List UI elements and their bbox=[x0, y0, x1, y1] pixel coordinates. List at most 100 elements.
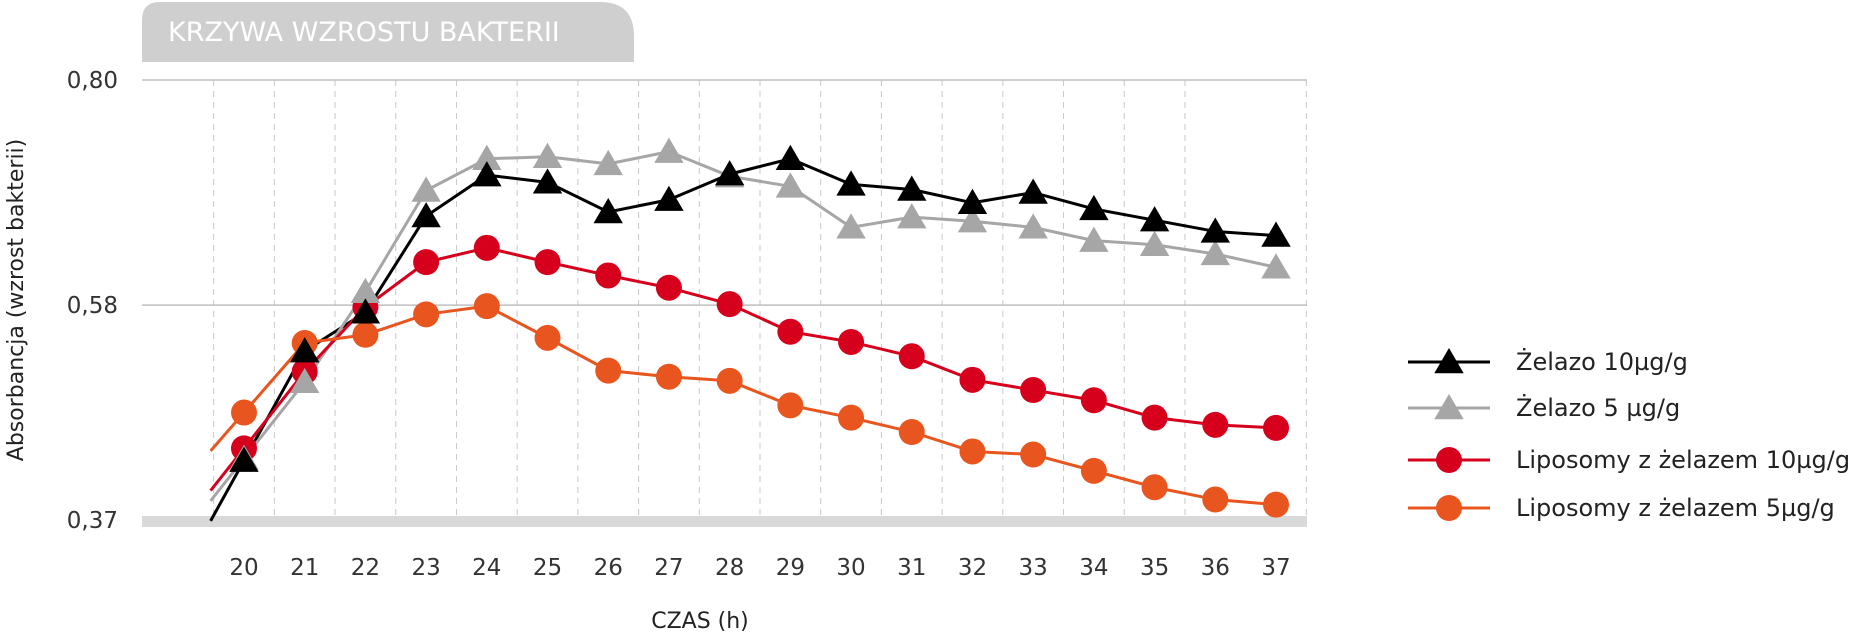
data-point-circle bbox=[595, 357, 622, 384]
data-point-triangle bbox=[1079, 226, 1109, 252]
data-point-circle bbox=[838, 404, 865, 431]
x-tick-label: 25 bbox=[533, 555, 562, 581]
x-axis-band bbox=[142, 516, 1307, 527]
data-point-triangle bbox=[472, 144, 502, 170]
data-point-circle bbox=[898, 419, 925, 445]
x-tick-label: 37 bbox=[1261, 555, 1290, 581]
legend-marker-circle bbox=[1436, 495, 1462, 521]
title-banner bbox=[142, 2, 634, 62]
data-point-circle bbox=[473, 234, 500, 261]
data-point-circle bbox=[1202, 486, 1229, 513]
data-point-triangle bbox=[654, 185, 684, 211]
data-point-circle bbox=[655, 274, 682, 301]
data-point-circle bbox=[898, 343, 925, 370]
series-group bbox=[209, 137, 1291, 522]
data-point-triangle bbox=[897, 203, 927, 229]
legend-marker-triangle bbox=[1434, 348, 1464, 374]
data-point-circle bbox=[716, 367, 743, 394]
x-tick-label: 30 bbox=[836, 555, 865, 581]
data-point-triangle bbox=[714, 160, 745, 186]
data-point-triangle bbox=[350, 277, 381, 304]
x-tick-label: 33 bbox=[1019, 555, 1048, 581]
data-point-circle bbox=[413, 249, 440, 276]
data-point-triangle bbox=[472, 161, 502, 187]
data-point-circle bbox=[1080, 387, 1107, 414]
legend-label: Żelazo 5 µg/g bbox=[1516, 393, 1680, 422]
data-point-circle bbox=[1202, 411, 1229, 438]
data-point-circle bbox=[959, 366, 986, 393]
data-point-circle bbox=[352, 321, 379, 348]
data-point-circle bbox=[595, 262, 622, 289]
data-point-triangle bbox=[1261, 253, 1291, 279]
data-point-triangle bbox=[350, 298, 381, 324]
data-point-circle bbox=[1141, 404, 1168, 431]
data-point-triangle bbox=[775, 144, 806, 170]
plot-background bbox=[142, 516, 1307, 527]
data-point-triangle bbox=[593, 198, 623, 224]
data-point-triangle bbox=[593, 149, 623, 176]
data-point-circle bbox=[959, 438, 986, 465]
y-tick-label: 0,80 bbox=[67, 68, 118, 94]
data-point-triangle bbox=[229, 446, 259, 472]
data-point-circle bbox=[231, 399, 257, 426]
data-point-circle bbox=[716, 291, 743, 318]
x-tick-label: 36 bbox=[1201, 555, 1230, 581]
legend-label: Liposomy z żelazem 5µg/g bbox=[1516, 494, 1835, 522]
x-tick-label: 28 bbox=[715, 555, 744, 581]
data-point-triangle bbox=[532, 168, 563, 194]
data-point-triangle bbox=[1139, 230, 1170, 256]
x-tick-label: 26 bbox=[594, 555, 623, 581]
legend-marker-circle bbox=[1436, 447, 1462, 473]
data-point-circle bbox=[473, 293, 500, 320]
data-point-circle bbox=[413, 301, 440, 328]
data-point-triangle bbox=[775, 172, 806, 198]
data-point-triangle bbox=[897, 175, 927, 201]
data-point-triangle bbox=[836, 213, 866, 239]
x-tick-label: 31 bbox=[897, 555, 926, 581]
x-tick-label: 29 bbox=[776, 555, 805, 581]
x-tick-label: 34 bbox=[1079, 555, 1108, 581]
data-point-circle bbox=[534, 324, 561, 351]
axis-text-group: 0,37 0,58 0,80 20 21 22 23 24 25 26 27 28 29 30 31 32 33… bbox=[67, 68, 1291, 581]
data-point-circle bbox=[655, 363, 682, 390]
data-point-circle bbox=[1080, 457, 1107, 484]
data-point-circle bbox=[1263, 414, 1289, 441]
data-point-triangle bbox=[1200, 239, 1230, 266]
x-tick-label: 27 bbox=[654, 555, 683, 581]
data-point-circle bbox=[1141, 474, 1168, 501]
data-point-triangle bbox=[1139, 206, 1170, 232]
data-point-circle bbox=[1020, 377, 1047, 404]
data-point-circle bbox=[777, 318, 804, 345]
data-point-triangle bbox=[411, 176, 441, 202]
data-point-triangle bbox=[1018, 178, 1048, 204]
data-point-triangle bbox=[957, 207, 988, 233]
x-tick-label: 35 bbox=[1140, 555, 1169, 581]
data-point-triangle bbox=[1261, 221, 1291, 247]
legend-marker-triangle bbox=[1434, 394, 1464, 420]
data-point-triangle bbox=[957, 188, 988, 214]
x-tick-label: 24 bbox=[472, 555, 501, 581]
data-point-circle bbox=[1020, 441, 1047, 468]
data-point-triangle bbox=[1079, 194, 1109, 221]
x-axis-label: CZAS (h) bbox=[651, 609, 749, 634]
x-tick-label: 22 bbox=[351, 555, 380, 581]
y-tick-label: 0,37 bbox=[67, 508, 118, 534]
data-point-triangle bbox=[1200, 217, 1230, 243]
x-tick-label: 23 bbox=[411, 555, 440, 581]
y-tick-label: 0,58 bbox=[67, 293, 118, 319]
data-point-triangle bbox=[290, 367, 320, 394]
legend-label: Żelazo 10µg/g bbox=[1516, 347, 1688, 376]
legend-label: Liposomy z żelazem 10µg/g bbox=[1516, 446, 1850, 474]
legend: Żelazo 10µg/g Żelazo 5 µg/g Liposomy z żel… bbox=[1408, 347, 1850, 522]
data-point-triangle bbox=[532, 142, 563, 168]
data-point-triangle bbox=[836, 170, 866, 196]
data-point-circle bbox=[838, 328, 865, 355]
data-point-circle bbox=[534, 249, 561, 276]
x-tick-label: 20 bbox=[229, 555, 258, 581]
data-point-triangle bbox=[290, 337, 320, 363]
x-tick-label: 21 bbox=[290, 555, 319, 581]
y-axis-label: Absorbancja (wzrost bakterii) bbox=[4, 139, 29, 461]
chart-title: KRZYWA WZROSTU BAKTERII bbox=[168, 17, 560, 48]
data-point-triangle bbox=[411, 202, 441, 228]
